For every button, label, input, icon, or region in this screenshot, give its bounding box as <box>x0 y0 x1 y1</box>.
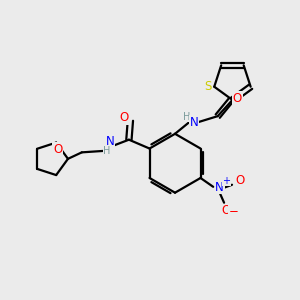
Text: H: H <box>183 112 190 122</box>
Text: H: H <box>103 146 110 156</box>
Text: −: − <box>229 205 238 218</box>
Text: O: O <box>53 142 62 156</box>
Text: N: N <box>106 135 115 148</box>
Text: O: O <box>221 205 230 218</box>
Text: +: + <box>222 176 230 186</box>
Text: S: S <box>204 80 212 93</box>
Text: O: O <box>119 111 128 124</box>
Text: N: N <box>190 116 199 128</box>
Text: N: N <box>215 181 224 194</box>
Text: O: O <box>235 174 244 187</box>
Text: O: O <box>233 92 242 105</box>
